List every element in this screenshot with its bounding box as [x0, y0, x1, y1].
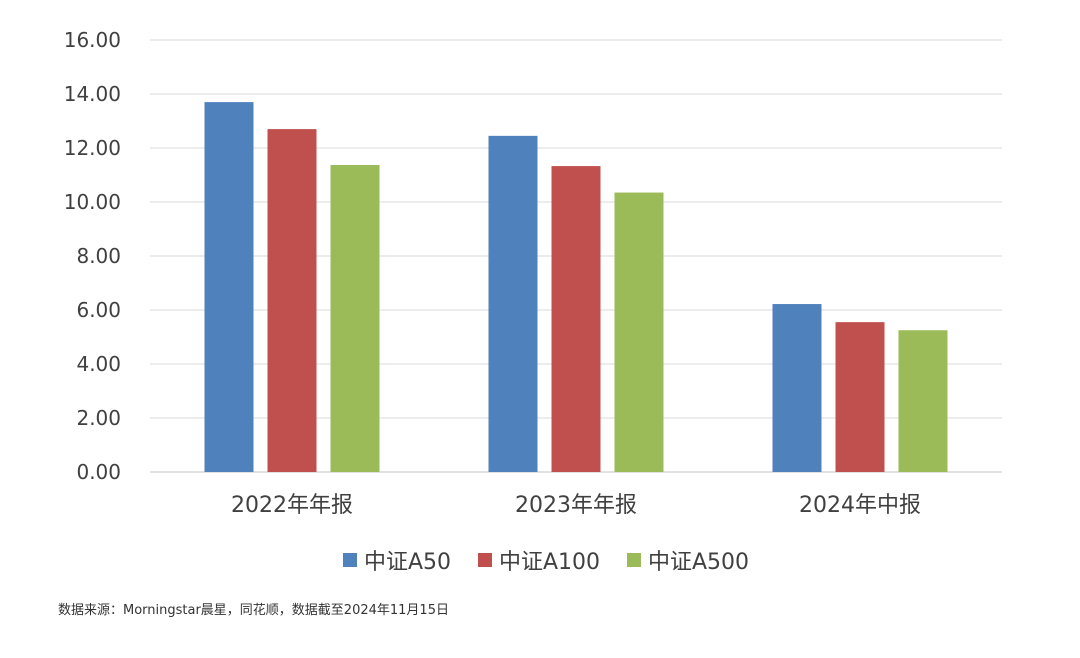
bar	[614, 192, 664, 473]
legend-swatch	[627, 553, 641, 567]
y-axis-ticks: 0.00 2.00 4.00 6.00 8.00 10.00 12.00 14.00 16.00	[64, 28, 121, 484]
x-category-label: 2024年中报	[799, 493, 921, 518]
y-tick-label: 2.00	[76, 406, 121, 430]
y-tick-label: 8.00	[76, 244, 121, 268]
bar	[898, 330, 948, 472]
legend-label: 中证A50	[364, 550, 451, 575]
bar	[551, 166, 601, 472]
y-tick-label: 6.00	[76, 298, 121, 322]
legend-swatch	[343, 553, 357, 567]
y-tick-label: 16.00	[64, 28, 121, 52]
bar	[835, 322, 885, 472]
legend-label: 中证A100	[499, 550, 600, 575]
y-tick-label: 12.00	[64, 136, 121, 160]
y-tick-label: 10.00	[64, 190, 121, 214]
bar	[330, 165, 380, 472]
legend-label: 中证A500	[648, 550, 749, 575]
bar	[267, 129, 317, 472]
legend-swatch	[478, 553, 492, 567]
bar	[488, 135, 538, 472]
source-note: 数据来源：Morningstar晨星，同花顺，数据截至2024年11月15日	[58, 603, 449, 618]
y-tick-label: 0.00	[76, 460, 121, 484]
x-category-label: 2022年年报	[231, 493, 353, 518]
bar	[772, 304, 822, 472]
x-axis-categories: 2022年年报 2023年年报 2024年中报	[231, 493, 921, 518]
bars	[204, 102, 948, 473]
y-tick-label: 4.00	[76, 352, 121, 376]
x-category-label: 2023年年报	[515, 493, 637, 518]
y-tick-label: 14.00	[64, 82, 121, 106]
bar	[204, 102, 254, 472]
legend: 中证A50 中证A100 中证A500	[343, 550, 749, 575]
